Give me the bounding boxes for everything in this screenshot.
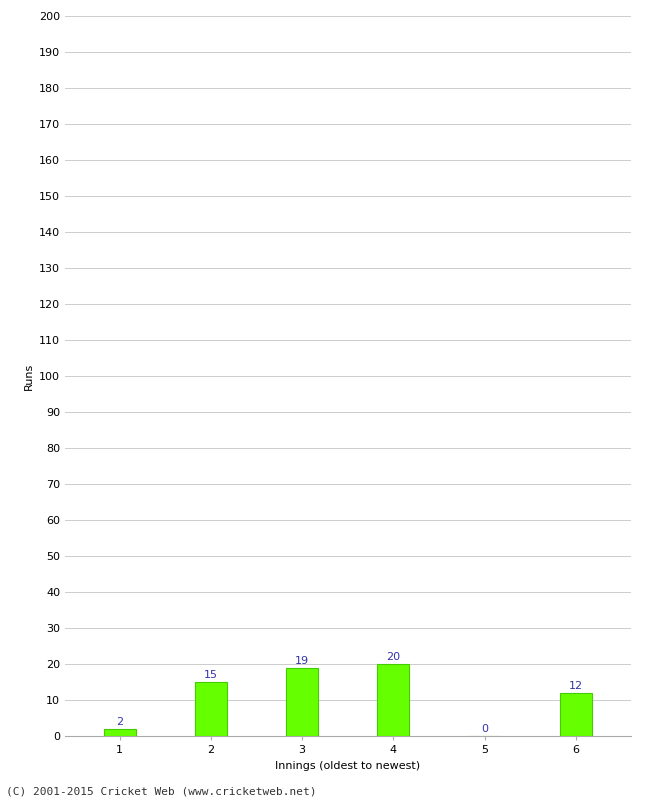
Bar bbox=[286, 667, 318, 736]
Text: 12: 12 bbox=[569, 681, 583, 691]
X-axis label: Innings (oldest to newest): Innings (oldest to newest) bbox=[275, 761, 421, 770]
Text: (C) 2001-2015 Cricket Web (www.cricketweb.net): (C) 2001-2015 Cricket Web (www.cricketwe… bbox=[6, 786, 317, 796]
Bar bbox=[378, 664, 410, 736]
Bar bbox=[560, 693, 592, 736]
Text: 20: 20 bbox=[386, 652, 400, 662]
Bar bbox=[104, 729, 136, 736]
Text: 0: 0 bbox=[481, 724, 488, 734]
Y-axis label: Runs: Runs bbox=[23, 362, 33, 390]
Text: 19: 19 bbox=[295, 656, 309, 666]
Bar bbox=[195, 682, 227, 736]
Text: 15: 15 bbox=[204, 670, 218, 680]
Text: 2: 2 bbox=[116, 717, 124, 727]
